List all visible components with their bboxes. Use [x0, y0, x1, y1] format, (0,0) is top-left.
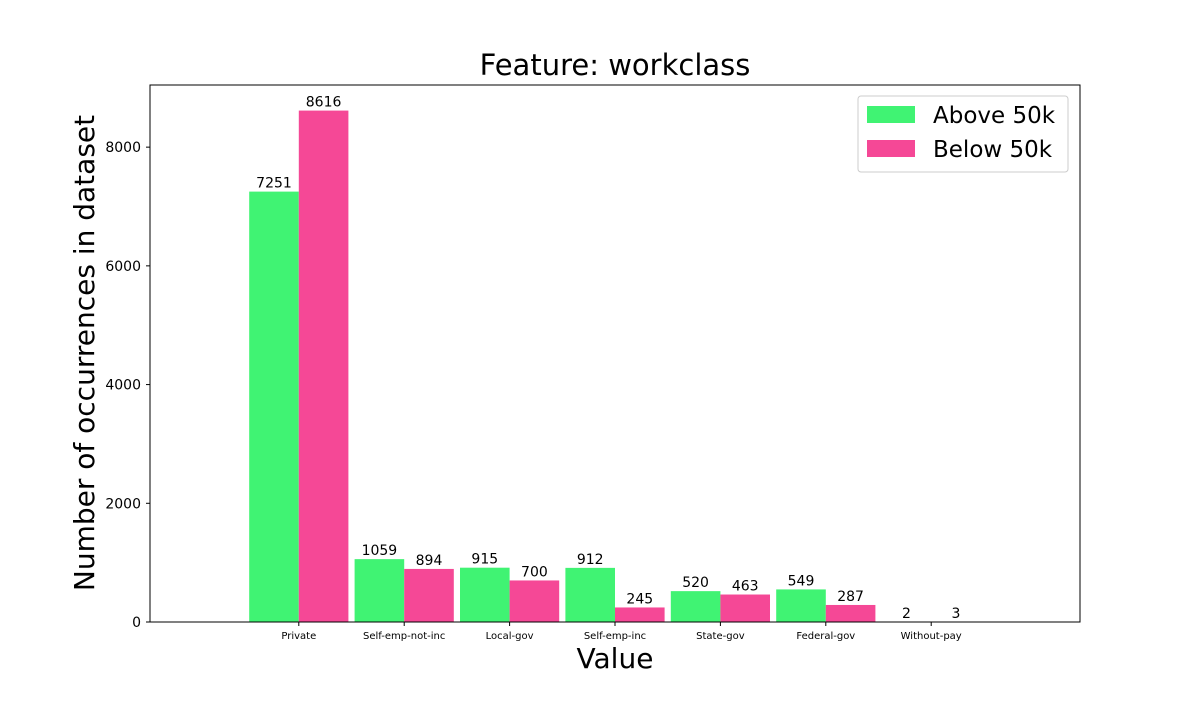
y-tick-label: 0	[132, 615, 141, 631]
bar-below-50k-self-emp-inc	[615, 607, 665, 622]
bar-above-50k-federal-gov	[776, 589, 826, 622]
x-tick-label: Federal-gov	[796, 631, 855, 642]
legend-swatch-above-50k	[867, 106, 915, 123]
x-tick-label: Local-gov	[486, 631, 534, 642]
x-tick-label: Self-emp-not-inc	[363, 631, 445, 642]
bar-below-50k-state-gov	[720, 595, 770, 622]
legend-label-below-50k: Below 50k	[933, 137, 1053, 163]
bar-below-50k-private	[299, 111, 349, 622]
bar-group	[249, 111, 981, 622]
y-tick-label: 6000	[105, 259, 141, 275]
bar-value-labels: 7251 1059 915 912 520 549 2 8616 894 700 245 463 287…	[256, 95, 960, 622]
y-axis-ticks: 0 2000 4000 6000 8000	[105, 140, 150, 631]
chart-title: Feature: workclass	[480, 48, 751, 82]
bar-above-50k-self-emp-inc	[565, 568, 615, 622]
bar-value-label: 3	[952, 606, 961, 622]
bar-below-50k-federal-gov	[826, 605, 876, 622]
bar-value-label: 287	[837, 589, 864, 605]
bar-value-label: 520	[682, 575, 709, 591]
bar-above-50k-private	[249, 192, 299, 622]
x-tick-label: State-gov	[696, 631, 745, 642]
bar-value-label: 2	[902, 606, 911, 622]
legend-swatch-below-50k	[867, 140, 915, 157]
y-tick-label: 4000	[105, 378, 141, 394]
x-axis-ticks: Private Self-emp-not-inc Local-gov Self-emp…	[281, 622, 961, 642]
y-tick-label: 2000	[105, 496, 141, 512]
x-tick-label: Without-pay	[901, 631, 962, 642]
bar-value-label: 912	[577, 552, 604, 568]
y-tick-label: 8000	[105, 140, 141, 156]
bar-value-label: 549	[788, 573, 815, 589]
bar-value-label: 894	[416, 553, 443, 569]
bar-value-label: 245	[626, 591, 653, 607]
y-axis-label: Number of occurrences in dataset	[68, 115, 101, 591]
bar-value-label: 700	[521, 564, 548, 580]
bar-below-50k-local-gov	[510, 580, 560, 622]
bar-value-label: 463	[732, 579, 759, 595]
legend-label-above-50k: Above 50k	[933, 103, 1056, 129]
bar-above-50k-self-emp-not-inc	[355, 559, 405, 622]
bar-value-label: 8616	[306, 95, 342, 111]
bar-value-label: 915	[471, 552, 498, 568]
legend: Above 50k Below 50k	[858, 96, 1068, 172]
x-axis-label: Value	[577, 642, 654, 675]
bar-value-label: 7251	[256, 176, 292, 192]
x-tick-label: Self-emp-inc	[584, 631, 646, 642]
bar-below-50k-self-emp-not-inc	[404, 569, 454, 622]
bar-above-50k-state-gov	[671, 591, 721, 622]
bar-above-50k-local-gov	[460, 568, 510, 622]
x-tick-label: Private	[281, 631, 316, 642]
bar-value-label: 1059	[362, 543, 398, 559]
